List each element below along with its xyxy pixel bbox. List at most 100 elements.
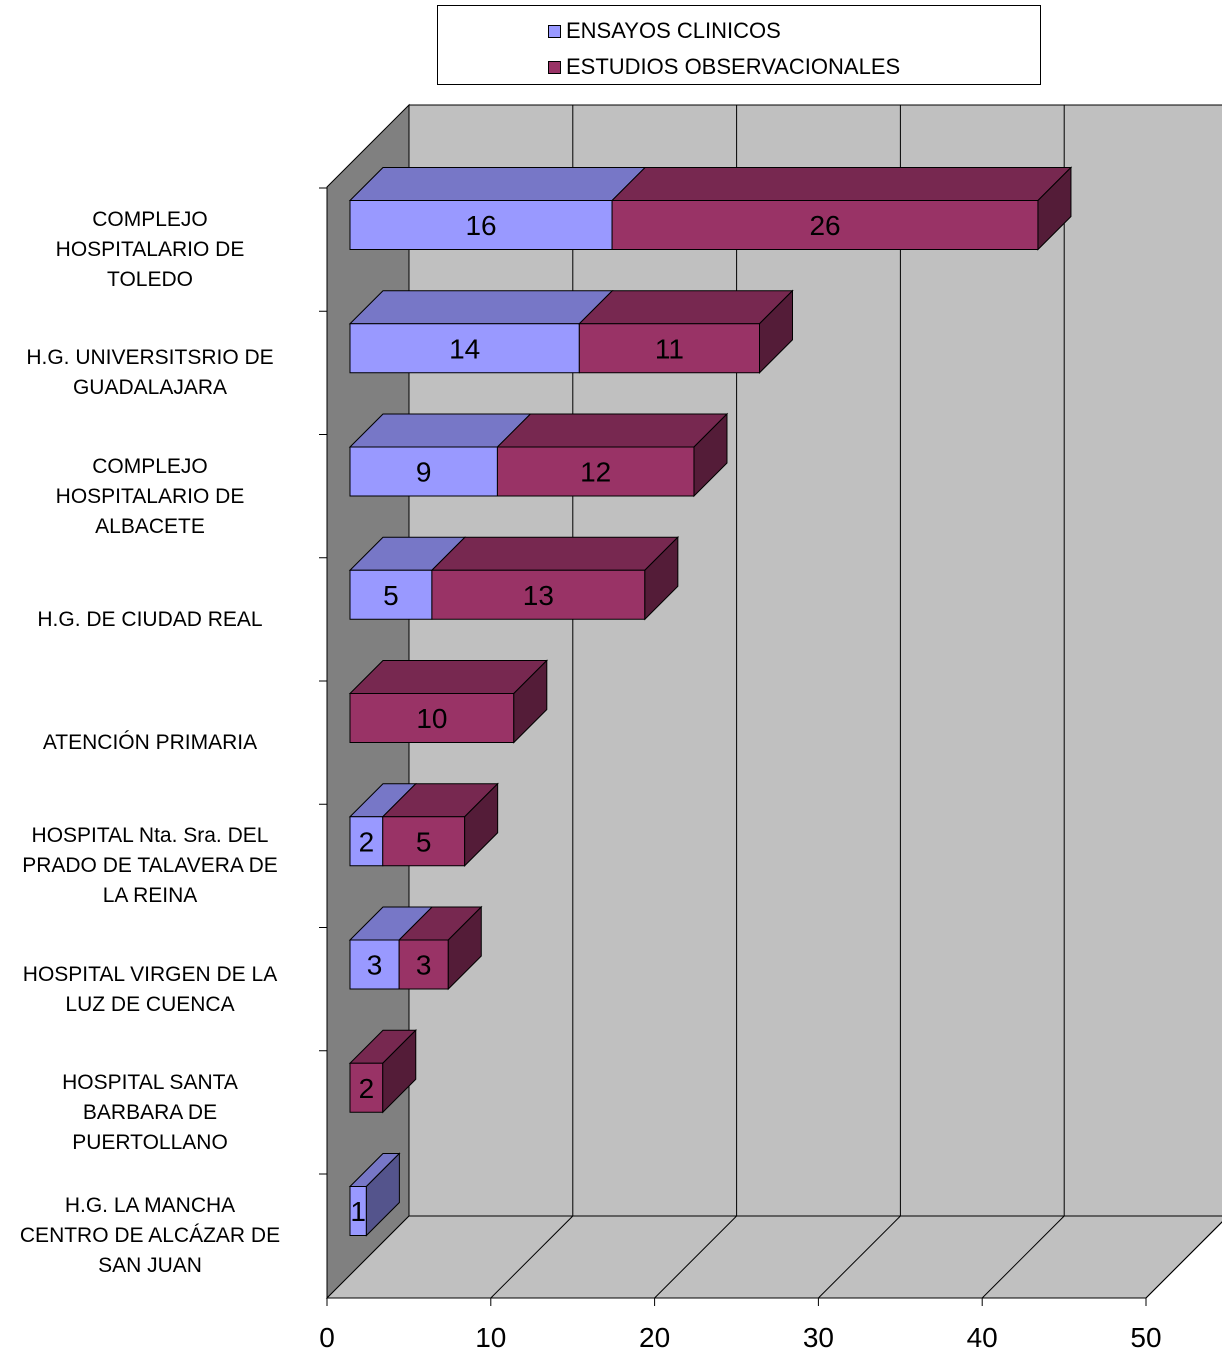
category-label-line: TOLEDO: [107, 268, 193, 291]
bar-group: 10: [348, 659, 549, 744]
x-tick-label: 50: [1130, 1322, 1162, 1353]
legend-swatch-ensayos: [548, 24, 561, 38]
data-label: 14: [449, 333, 480, 364]
data-label: 13: [523, 580, 554, 611]
legend-swatch-estudios: [548, 60, 561, 74]
data-label: 9: [416, 457, 432, 488]
category-label-line: H.G. LA MANCHA: [64, 1194, 236, 1217]
category-label-line: ALBACETE: [95, 514, 205, 538]
bar-side: [447, 905, 482, 991]
legend-label-ensayos: ENSAYOS CLINICOS: [566, 18, 781, 43]
category-label-line: PRADO DE TALAVERA DE: [22, 854, 278, 878]
category-label: HOSPITAL VIRGEN DE LA LUZ DE CUENCA: [0, 960, 305, 1020]
bar-ensayos: [349, 200, 613, 250]
category-label: ATENCIÓN PRIMARIA: [0, 728, 305, 758]
bar-side: [644, 536, 679, 621]
category-label-line: HOSPITAL Nta. Sra. DEL: [31, 824, 269, 848]
category-label: H.G. DE CIUDAD REAL: [0, 605, 305, 635]
data-label: 5: [416, 826, 432, 857]
bar-group: 9 12: [348, 412, 729, 498]
category-label-line: HOSPITAL SANTA: [62, 1070, 238, 1094]
x-tick-label: 0: [319, 1322, 335, 1353]
category-label-line: HOSPITAL VIRGEN DE LA: [22, 962, 278, 986]
bar-side: [382, 1029, 417, 1114]
category-label-line: GUADALAJARA: [72, 376, 228, 400]
data-label: 3: [367, 950, 383, 981]
data-label: 2: [359, 1073, 375, 1104]
bar-side: [365, 1152, 400, 1237]
bar-group: 16 26: [348, 166, 1073, 251]
data-label: 12: [580, 457, 611, 488]
category-label-line: LUZ DE CUENCA: [65, 992, 235, 1016]
bar-top: [348, 167, 647, 201]
bar-side: [464, 782, 499, 867]
bar-top: [578, 290, 794, 325]
bar-side: [693, 412, 728, 498]
bar-group: 5 13: [348, 536, 680, 621]
category-label-line: COMPLEJO: [92, 208, 208, 231]
category-label-line: H.G. DE CIUDAD REAL: [37, 607, 263, 631]
bar-side: [1037, 166, 1072, 251]
data-label: 11: [655, 333, 684, 364]
category-label: H.G. UNIVERSITSRIO DE GUADALAJARA: [0, 343, 305, 403]
category-label-line: SAN JUAN: [98, 1254, 202, 1277]
bar-estudios: [349, 1062, 384, 1113]
legend-label-estudios: ESTUDIOS OBSERVACIONALES: [566, 54, 901, 79]
category-label: HOSPITAL SANTA BARBARA DE PUERTOLLANO: [0, 1068, 305, 1158]
floor-gridline-50: [1145, 1221, 1222, 1299]
category-label: H.G. LA MANCHA CENTRO DE ALCÁZAR DE SAN JU…: [0, 1191, 305, 1281]
floor-gridline-30: [818, 1215, 901, 1299]
bar-ensayos: [349, 939, 400, 990]
x-tick-label: 20: [639, 1322, 671, 1353]
bar-group: 14 11: [348, 289, 794, 374]
category-label-line: ATENCIÓN PRIMARIA: [42, 731, 258, 754]
floor-gridline-40: [981, 1215, 1065, 1299]
data-label: 5: [383, 580, 399, 611]
bar-top: [610, 167, 1073, 201]
bar-top: [496, 413, 729, 448]
bar-estudios: [611, 200, 1039, 250]
category-label-line: HOSPITALARIO DE: [55, 484, 245, 508]
x-tick-label: 40: [966, 1322, 998, 1353]
bar-estudios: [398, 939, 449, 990]
legend: ENSAYOS CLINICOS ESTUDIOS OBSERVACIONALE…: [437, 5, 1041, 85]
bar-estudios: [382, 816, 466, 867]
bar-side: [513, 659, 548, 744]
bar-estudios: [431, 569, 646, 620]
floor: [325, 1215, 1222, 1299]
data-label: 1: [350, 1196, 366, 1227]
data-label: 10: [416, 703, 447, 734]
bar-side: [759, 289, 793, 374]
data-label: 16: [465, 210, 496, 241]
category-label-line: LA REINA: [102, 884, 198, 908]
floor-gridline-20: [654, 1215, 737, 1299]
category-label: COMPLEJO HOSPITALARIO DE TOLEDO: [0, 205, 305, 295]
floor-gridline-10: [490, 1215, 574, 1299]
bar-top: [430, 536, 680, 571]
category-label-line: HOSPITALARIO DE: [55, 238, 245, 261]
category-label-line: H.G. UNIVERSITSRIO DE: [26, 346, 274, 370]
bar-ensayos: [349, 816, 384, 867]
legend-item-estudios: ESTUDIOS OBSERVACIONALES: [548, 54, 901, 79]
data-label: 2: [359, 826, 375, 857]
x-tick-label: 10: [475, 1322, 507, 1353]
x-tick-label: 30: [802, 1322, 834, 1353]
category-label-line: COMPLEJO: [92, 454, 208, 478]
legend-item-ensayos: ENSAYOS CLINICOS: [548, 18, 781, 43]
bar-ensayos: [349, 323, 580, 374]
gridlines: [490, 105, 1222, 1299]
x-axis: [319, 187, 1147, 1306]
data-label: 3: [416, 950, 432, 981]
bar-ensayos: [349, 569, 433, 620]
data-label: 26: [809, 210, 840, 241]
category-label: HOSPITAL Nta. Sra. DEL PRADO DE TALAVERA …: [0, 821, 305, 911]
category-label: COMPLEJO HOSPITALARIO DE ALBACETE: [0, 452, 305, 542]
bar-group: 1: [348, 1152, 401, 1237]
category-label-line: PUERTOLLANO: [72, 1130, 228, 1154]
category-label-line: BARBARA DE: [82, 1100, 218, 1124]
category-label-line: CENTRO DE ALCÁZAR DE: [19, 1224, 281, 1247]
